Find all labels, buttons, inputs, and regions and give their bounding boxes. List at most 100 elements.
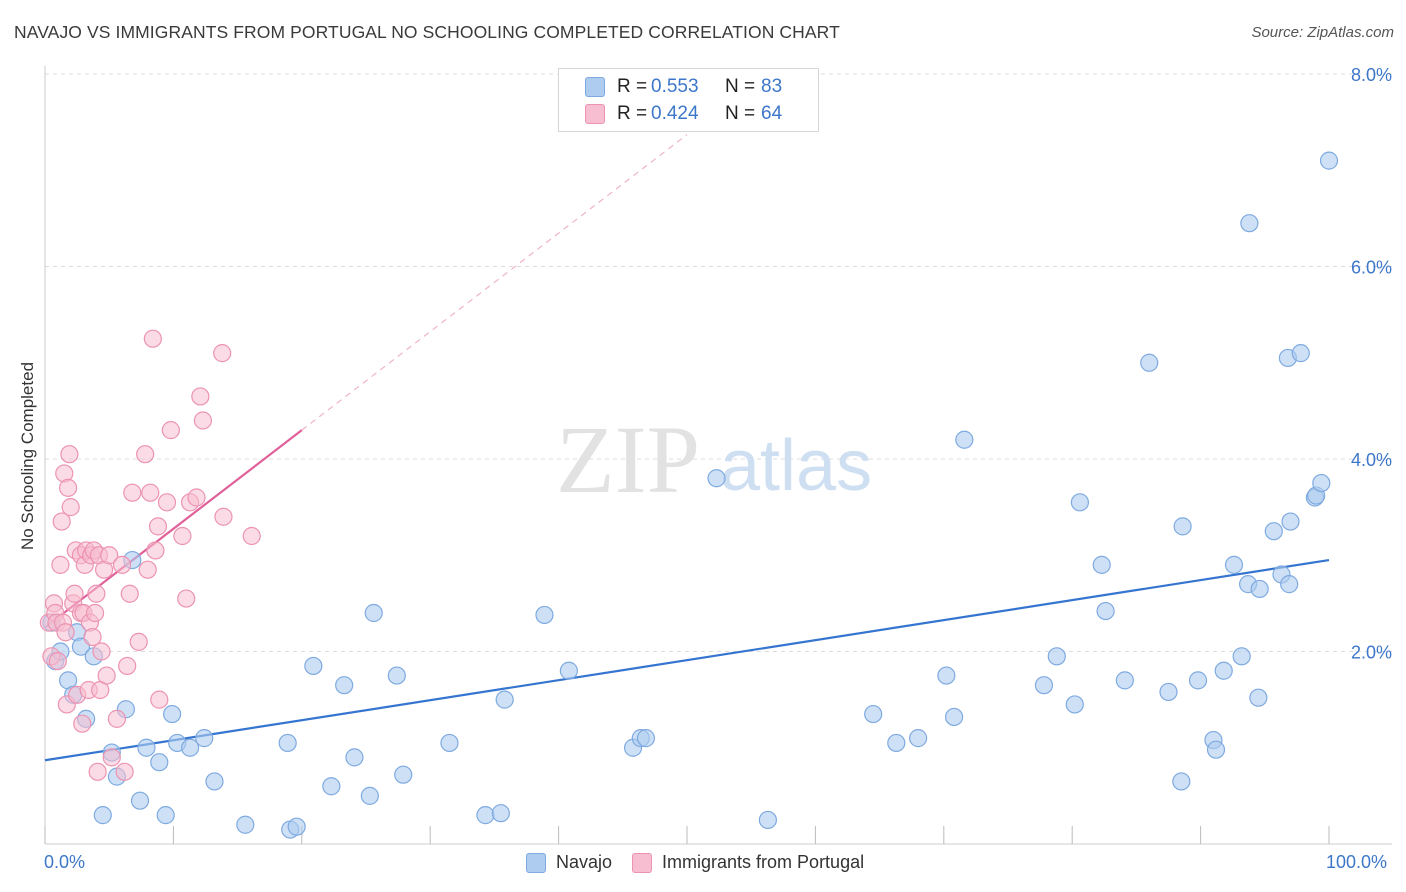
portugal-point [177, 589, 196, 608]
navajo-point [887, 733, 906, 753]
navajo-point [322, 777, 341, 796]
portugal-point [73, 714, 92, 733]
portugal-point [141, 483, 160, 502]
portugal-point [56, 623, 75, 642]
r-label: R = [617, 103, 648, 124]
portugal-point [173, 526, 192, 546]
portugal-point [61, 498, 80, 517]
navajo-point [1232, 647, 1251, 666]
y-tick-labels: 2.0% 4.0% 6.0% 8.0% [1351, 65, 1392, 663]
navajo-point [335, 676, 354, 695]
navajo-point [195, 729, 214, 748]
navajo-point [345, 748, 364, 767]
navajo-point [304, 656, 323, 676]
legend-item-portugal[interactable]: Immigrants from Portugal [632, 852, 864, 873]
portugal-point [51, 555, 70, 574]
navajo-point [364, 603, 383, 623]
portugal-point [242, 526, 261, 546]
portugal-point [102, 748, 121, 767]
grid-lines [45, 73, 1392, 652]
portugal-point [92, 642, 111, 661]
portugal-point [48, 652, 67, 671]
portugal-point [143, 329, 162, 348]
portugal-point [213, 344, 232, 363]
legend-label-navajo: Navajo [556, 852, 613, 872]
navajo-point [394, 765, 413, 784]
chart-title: NAVAJO VS IMMIGRANTS FROM PORTUGAL NO SC… [14, 22, 840, 42]
navajo-point [1249, 688, 1268, 707]
navajo-point [944, 707, 964, 727]
navajo-point [1240, 214, 1259, 233]
navajo-point [150, 753, 169, 772]
navajo-point [758, 810, 777, 830]
portugal-point [118, 656, 137, 676]
navajo-trend-line [44, 558, 1330, 762]
watermark-atlas: atlas [720, 426, 872, 506]
navajo-point [636, 729, 656, 748]
portugal-point [115, 762, 134, 781]
navajo-point [360, 786, 379, 805]
portugal-point [148, 517, 168, 536]
navajo-point [137, 738, 156, 757]
data-points [39, 151, 1339, 839]
portugal-swatch [585, 104, 605, 124]
portugal-point [65, 584, 84, 603]
navajo-point [495, 690, 514, 709]
portugal-point [146, 541, 165, 560]
navajo-point [1065, 695, 1084, 714]
navajo-point [236, 815, 255, 834]
n-label: N = [725, 103, 756, 124]
navajo-point [287, 817, 306, 836]
navajo-point [491, 804, 510, 823]
portugal-point [120, 584, 139, 603]
portugal-point [83, 627, 102, 647]
legend-row-navajo: R = 0.553 N = 83 [585, 75, 782, 99]
portugal-point [123, 483, 142, 502]
portugal-point [138, 560, 157, 579]
navajo-point [1159, 682, 1178, 702]
y-tick-label-8: 8.0% [1351, 65, 1392, 85]
portugal-point [187, 488, 206, 507]
r-value: 0.553 [651, 76, 699, 97]
navajo-point [1173, 517, 1192, 536]
watermark-zip: ZIP [556, 406, 700, 513]
navajo-point [1092, 555, 1111, 574]
series-legend: Navajo Immigrants from Portugal [526, 852, 884, 873]
portugal-point [193, 411, 213, 430]
navajo-point [1214, 661, 1233, 680]
navajo-swatch [585, 77, 605, 97]
navajo-point [180, 738, 200, 757]
n-value: 83 [761, 76, 783, 97]
legend-item-navajo[interactable]: Navajo [526, 852, 612, 873]
portugal-point [87, 584, 106, 603]
navajo-point [937, 666, 956, 685]
portugal-point [100, 546, 119, 565]
portugal-swatch [632, 852, 653, 873]
portugal-point [157, 493, 177, 512]
navajo-point [476, 806, 495, 825]
navajo-point [1281, 512, 1300, 531]
source-credit: Source: ZipAtlas.com [1251, 24, 1394, 41]
portugal-point [150, 690, 169, 709]
r-label: R = [617, 76, 648, 97]
portugal-point [129, 632, 148, 651]
n-label: N = [725, 76, 756, 97]
legend-label-portugal: Immigrants from Portugal [662, 852, 865, 872]
watermark: ZIP atlas [556, 406, 872, 513]
portugal-point [136, 445, 155, 464]
portugal-point [191, 387, 210, 406]
x-tick-label-max: 100.0% [1326, 852, 1388, 872]
navajo-point [156, 806, 175, 825]
navajo-point [1070, 493, 1090, 512]
portugal-point [214, 507, 233, 526]
navajo-point [440, 733, 459, 753]
navajo-point [278, 733, 297, 753]
y-tick-label-2: 2.0% [1351, 643, 1392, 663]
x-tick-label-min: 0.0% [44, 852, 86, 872]
portugal-point [107, 709, 127, 728]
navajo-point [163, 704, 182, 724]
y-tick-label-4: 4.0% [1351, 450, 1392, 470]
portugal-point [85, 603, 105, 623]
portugal-trend-line [44, 429, 303, 629]
